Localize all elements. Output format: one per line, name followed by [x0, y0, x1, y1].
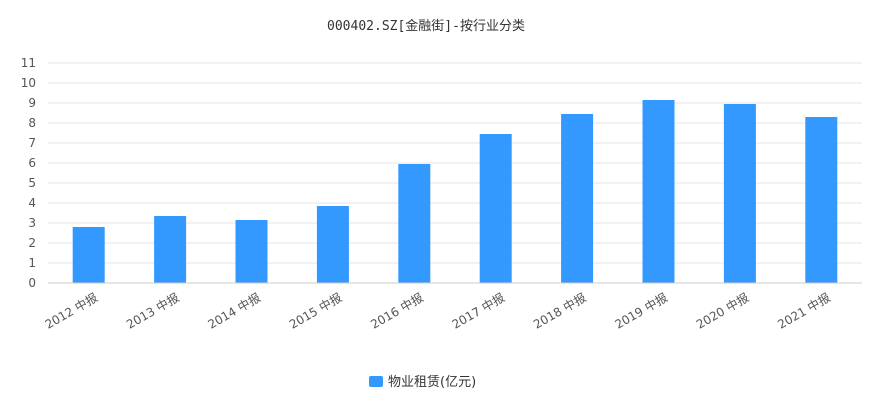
x-tick-label: 2020 中报 [693, 290, 751, 332]
x-tick-label: 2019 中报 [612, 290, 670, 332]
x-tick-label: 2013 中报 [124, 290, 182, 332]
legend-label-series: 物业租赁(亿元) [388, 375, 476, 390]
bar[interactable] [398, 164, 431, 283]
x-tick-label: 2018 中报 [531, 290, 589, 332]
y-tick-label: 9 [28, 96, 36, 110]
bar[interactable] [235, 220, 268, 283]
y-tick-label: 1 [28, 256, 36, 270]
y-axis-tick-labels: 0 1 2 3 4 5 6 7 8 9 10 11 [21, 56, 36, 290]
x-tick-label: 2014 中报 [205, 290, 263, 332]
legend-swatch [369, 376, 383, 387]
y-tick-label: 2 [28, 236, 36, 250]
y-tick-label: 4 [28, 196, 36, 210]
x-tick-label: 2016 中报 [368, 290, 426, 332]
y-tick-label: 5 [28, 176, 36, 190]
legend[interactable]: 物业租赁(亿元) [369, 375, 476, 390]
x-tick-label: 2021 中报 [775, 290, 833, 332]
bar[interactable] [479, 134, 512, 283]
bar[interactable] [316, 206, 349, 283]
y-tick-label: 10 [21, 76, 36, 90]
x-tick-label: 2015 中报 [286, 290, 344, 332]
y-tick-label: 3 [28, 216, 36, 230]
x-tick-label: 2017 中报 [449, 290, 507, 332]
y-tick-label: 8 [28, 116, 36, 130]
bar[interactable] [805, 117, 838, 283]
bar[interactable] [154, 216, 187, 283]
bar[interactable] [561, 114, 594, 283]
y-tick-label: 6 [28, 156, 36, 170]
bar[interactable] [723, 104, 756, 283]
bar[interactable] [642, 100, 675, 283]
x-tick-label: 2012 中报 [42, 290, 100, 332]
y-tick-label: 0 [28, 276, 36, 290]
y-tick-label: 7 [28, 136, 36, 150]
x-axis-tick-labels: 2012 中报 2013 中报 2014 中报 2015 中报 2016 中报 2017 … [42, 290, 833, 332]
bar[interactable] [72, 227, 105, 283]
bars [72, 100, 838, 283]
chart-title: 000402.SZ[金融街]-按行业分类 [327, 18, 525, 34]
y-tick-label: 11 [21, 56, 36, 70]
